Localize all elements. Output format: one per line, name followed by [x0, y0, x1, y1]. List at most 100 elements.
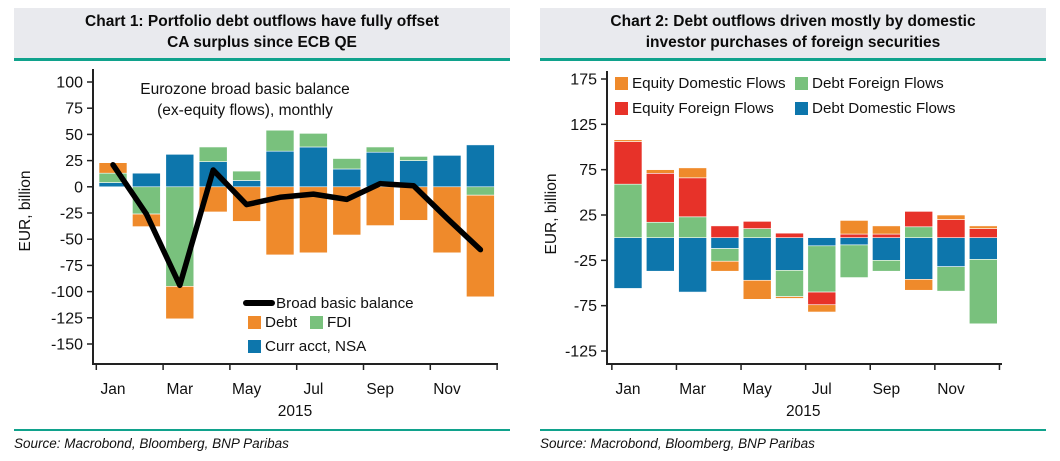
bar-segment: [198, 146, 228, 162]
y-tick-label: -75: [574, 298, 597, 315]
bar-segment: [466, 186, 495, 196]
plot-annotation: (ex-equity flows), monthly: [157, 102, 333, 119]
bar-segment: [646, 237, 675, 272]
bar-segment: [775, 237, 804, 271]
bar-segment: [710, 260, 740, 272]
bar-segment: [299, 133, 328, 148]
legend-label: Broad basic balance: [276, 295, 414, 312]
legend-color-swatch: [248, 340, 261, 353]
chart-canvas-2: 175 125 75 25 -25 -75 -125 Jan Mar May Jul Sep Nov 20…: [543, 71, 1002, 420]
x-axis-year-label: 2015: [278, 403, 312, 420]
bar-segment: [165, 186, 195, 287]
x-tick-label: May: [743, 381, 773, 398]
bar-segment: [466, 144, 495, 188]
bar-segment: [807, 291, 837, 306]
bar-segment: [742, 221, 772, 229]
bar-segment: [165, 286, 195, 320]
chart1-plot-area: 100 75 50 25 0 -25 -50 -75 -100 -125 -150 Jan Mar May…: [14, 61, 510, 429]
chart-canvas-1: 100 75 50 25 0 -25 -50 -75 -100 -125 -150 Jan Mar May…: [17, 69, 498, 420]
bar-segment: [678, 167, 707, 179]
bar-segment: [613, 139, 643, 142]
bar-segment: [872, 260, 901, 272]
x-tick-label: Jan: [616, 381, 641, 398]
bar-segment: [904, 226, 934, 238]
y-tick-label: -25: [60, 206, 83, 223]
bar-segment: [775, 270, 804, 297]
bar-segment: [936, 214, 966, 220]
x-tick-label: May: [232, 381, 262, 398]
bar-segment: [710, 225, 740, 238]
bar-segment: [839, 237, 869, 246]
y-tick-label: -75: [60, 258, 83, 275]
chart1-source: Source: Macrobond, Bloomberg, BNP Pariba…: [14, 429, 510, 451]
legend-label: Debt Foreign Flows: [812, 75, 944, 92]
y-tick-label: 125: [570, 117, 597, 134]
y-tick-label: -150: [51, 337, 83, 354]
stacked-bars: [613, 139, 998, 325]
bar-segment: [432, 155, 462, 188]
bar-segment: [872, 225, 901, 235]
bar-segment: [710, 248, 740, 262]
bar-segment: [265, 129, 295, 152]
x-axis-year-label: 2015: [786, 403, 820, 420]
chart2-plot-area: 175 125 75 25 -25 -75 -125 Jan Mar May Jul Sep Nov 20…: [540, 61, 1046, 429]
bar-segment: [165, 154, 195, 188]
bar-segment: [807, 304, 837, 313]
y-tick-label: -25: [574, 253, 597, 270]
legend-color-swatch: [310, 316, 323, 329]
x-tick-label: Jul: [303, 381, 323, 398]
y-tick-label: -50: [60, 232, 83, 249]
legend-label: Debt Domestic Flows: [812, 100, 956, 117]
bar-segment: [968, 237, 998, 260]
bar-segment: [904, 279, 934, 291]
bar-segment: [332, 158, 362, 170]
legend-color-swatch: [248, 316, 261, 329]
bar-segment: [839, 244, 869, 278]
bar-segment: [839, 220, 869, 235]
y-tick-label: 100: [56, 75, 83, 92]
bar-segment: [904, 237, 934, 280]
y-axis-title: EUR, billion: [543, 174, 560, 255]
axes: 100 75 50 25 0 -25 -50 -75 -100 -125 -150 Jan Mar May…: [51, 69, 498, 420]
y-tick-label: 175: [570, 72, 597, 89]
legend-color-swatch: [615, 102, 628, 115]
bar-segment: [742, 279, 772, 300]
y-tick-label: 75: [65, 101, 83, 118]
chart2-title: Chart 2: Debt outflows driven mostly by …: [540, 8, 1046, 61]
bar-segment: [613, 141, 643, 185]
y-tick-label: 75: [579, 162, 597, 179]
bar-segment: [968, 225, 998, 229]
y-tick-label: 0: [74, 179, 83, 196]
x-tick-label: Mar: [679, 381, 706, 398]
bar-segment: [807, 237, 837, 247]
chart1-title-line1: Chart 1: Portfolio debt outflows have fu…: [85, 13, 439, 31]
bar-segment: [613, 237, 643, 289]
chart2-panel: Chart 2: Debt outflows driven mostly by …: [540, 8, 1046, 451]
x-tick-label: Sep: [366, 381, 394, 398]
bar-segment: [399, 156, 428, 161]
x-tick-label: Nov: [433, 381, 461, 398]
y-axis-title: EUR, billion: [17, 171, 34, 252]
legend-label: Curr acct, NSA: [265, 338, 367, 355]
legend-color-swatch: [795, 102, 808, 115]
x-tick-label: Jan: [101, 381, 126, 398]
legend: Equity Domestic Flows Debt Foreign Flows E…: [615, 75, 956, 117]
bar-segment: [678, 216, 707, 238]
bar-segment: [646, 169, 675, 174]
y-tick-label: 25: [65, 153, 83, 170]
bar-segment: [968, 259, 998, 325]
bar-segment: [365, 146, 395, 153]
trend-line: [110, 162, 484, 289]
legend-label: Debt: [265, 314, 298, 331]
bar-segment: [936, 237, 966, 267]
bar-segment: [332, 168, 362, 188]
legend-label: FDI: [327, 314, 351, 331]
bar-segment: [265, 150, 295, 188]
y-tick-label: -100: [51, 284, 83, 301]
bar-segment: [742, 237, 772, 281]
bar-segment: [839, 233, 869, 238]
bar-segment: [936, 219, 966, 238]
bar-segment: [872, 233, 901, 238]
bar-segment: [232, 180, 261, 188]
